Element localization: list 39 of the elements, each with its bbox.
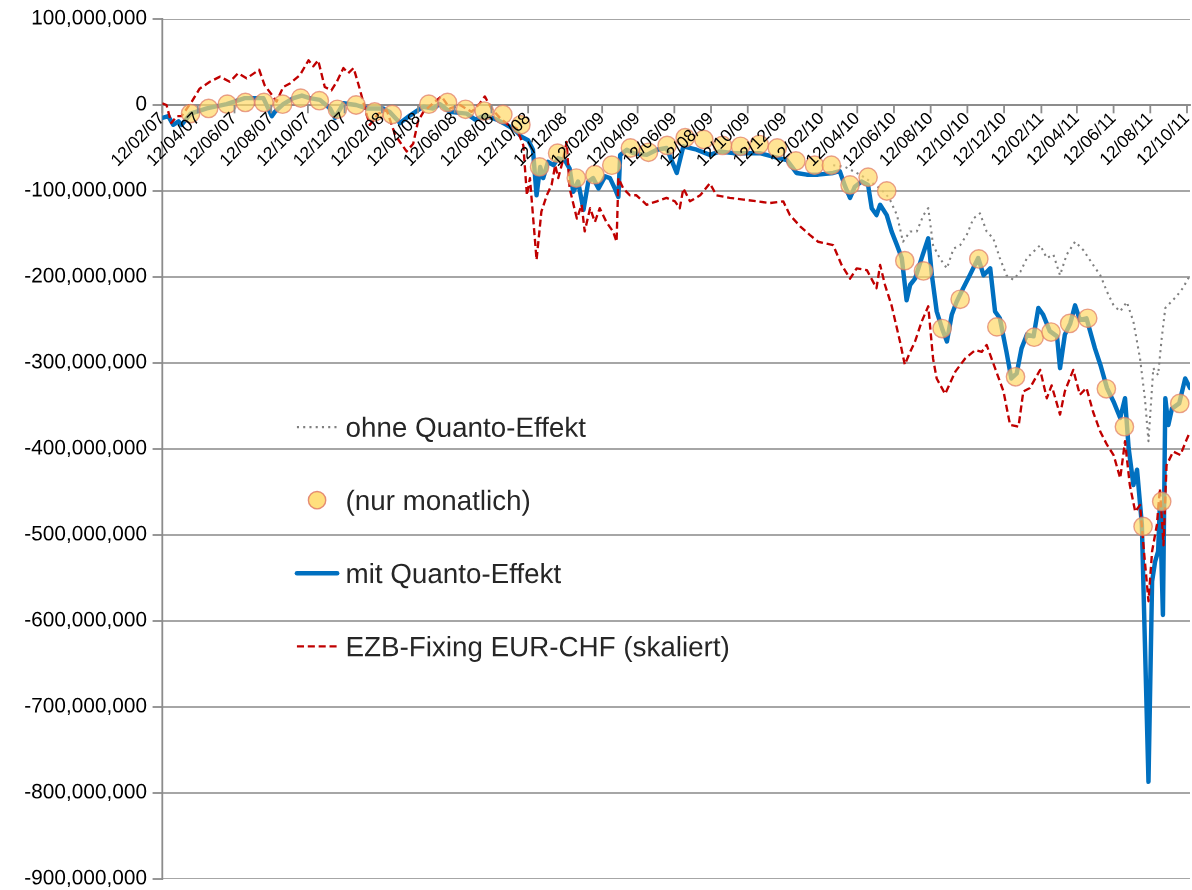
point: [858, 167, 878, 188]
point: [235, 92, 256, 113]
y-tick-label: -100,000,000: [25, 181, 147, 200]
point: [1005, 366, 1026, 387]
point: [309, 90, 330, 111]
point: [986, 316, 1007, 337]
y-tick-label: 0: [136, 95, 147, 111]
legend-label: ohne Quanto-Effekt: [346, 416, 586, 443]
point: [968, 249, 989, 269]
y-tick-label: -500,000,000: [25, 525, 147, 544]
point: [932, 318, 952, 339]
y-tick-label: -700,000,000: [25, 697, 147, 716]
legend-label: EZB-Fixing EUR-CHF (skaliert): [347, 636, 729, 662]
point: [1077, 308, 1098, 329]
y-tick-label: -800,000,000: [25, 783, 147, 802]
y-tick-label: -300,000,000: [25, 353, 147, 372]
legend-label: (nur monatlich): [347, 489, 530, 516]
point: [1114, 416, 1135, 437]
point: [840, 175, 860, 195]
point: [950, 289, 971, 310]
y-tick-label: -200,000,000: [25, 267, 147, 286]
y-tick-label: -600,000,000: [25, 611, 147, 630]
y-tick-label: -400,000,000: [25, 439, 147, 458]
point: [876, 181, 897, 201]
point: [1169, 393, 1190, 414]
point: [1059, 313, 1080, 334]
legend-label: mit Quanto-Effekt: [347, 562, 561, 589]
y-tick-label: -900,000,000: [25, 869, 147, 888]
point: [1151, 491, 1172, 512]
point: [1096, 378, 1117, 399]
point: [1041, 322, 1061, 342]
point: [1133, 516, 1153, 537]
point: [566, 168, 587, 188]
point: [894, 250, 915, 271]
point: [913, 261, 934, 281]
point: [1024, 327, 1045, 348]
y-tick-label: 100,000,000: [32, 9, 147, 28]
point: [437, 92, 458, 113]
point: [290, 88, 311, 109]
